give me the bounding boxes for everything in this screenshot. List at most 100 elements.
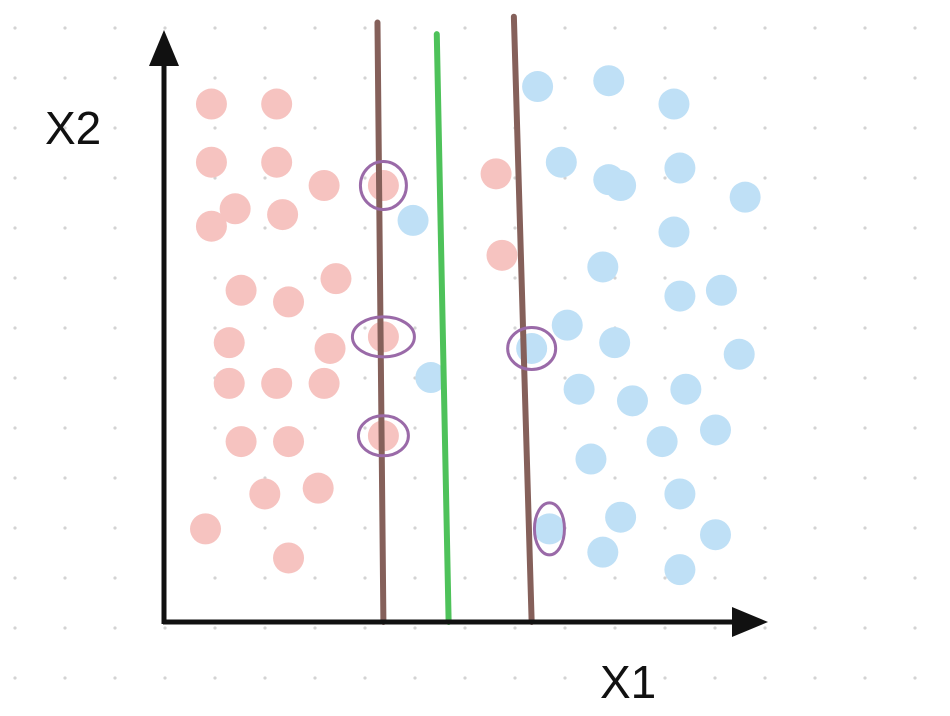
class-b-point <box>729 181 761 213</box>
grid-dot <box>113 476 117 480</box>
x-axis-arrowhead <box>732 607 768 637</box>
grid-dot <box>413 276 417 280</box>
grid-dot <box>363 526 367 530</box>
grid-dot <box>313 626 317 630</box>
grid-dot <box>663 476 667 480</box>
grid-dot <box>63 76 67 80</box>
grid-dot <box>413 476 417 480</box>
grid-dot <box>263 626 267 630</box>
support-vector-rings <box>350 160 566 557</box>
grid-dot <box>63 326 67 330</box>
class-b-point <box>658 216 690 248</box>
grid-dot <box>363 476 367 480</box>
grid-dot <box>713 26 717 30</box>
grid-dot <box>213 426 217 430</box>
grid-dot <box>413 26 417 30</box>
grid-dot <box>413 526 417 530</box>
class-b-point <box>599 327 631 359</box>
grid-dot <box>663 326 667 330</box>
class-b-point <box>415 362 447 394</box>
class-b-point <box>593 65 625 97</box>
grid-dot <box>663 626 667 630</box>
grid-dot <box>63 126 67 130</box>
grid-dot <box>863 426 867 430</box>
grid-dot <box>263 676 267 680</box>
grid-dot <box>63 626 67 630</box>
grid-dot <box>13 676 17 680</box>
grid-dot <box>413 76 417 80</box>
grid-dot <box>813 26 817 30</box>
margin-line <box>510 13 535 625</box>
class-a-point <box>261 367 293 399</box>
class-a-point <box>308 367 340 399</box>
class-a-point <box>195 88 227 120</box>
grid-dot <box>263 176 267 180</box>
grid-dot <box>763 476 767 480</box>
grid-dot <box>913 176 917 180</box>
grid-dot <box>863 76 867 80</box>
grid-dot <box>113 126 117 130</box>
grid-dot <box>813 376 817 380</box>
grid-dot <box>113 626 117 630</box>
grid-dot <box>813 326 817 330</box>
axes <box>149 30 768 637</box>
class-a-point <box>273 286 305 318</box>
grid-dot <box>913 226 917 230</box>
class-b-point <box>533 513 565 545</box>
grid-dot <box>463 676 467 680</box>
class-a-point <box>261 88 293 120</box>
class-a-point <box>480 158 512 190</box>
class-a-point <box>195 146 227 178</box>
grid-dot <box>863 376 867 380</box>
grid-dot <box>413 676 417 680</box>
grid-dot <box>663 526 667 530</box>
grid-dot <box>463 176 467 180</box>
grid-dot <box>763 576 767 580</box>
grid-dot <box>913 476 917 480</box>
class-a-point <box>249 478 281 510</box>
grid-dot <box>763 76 767 80</box>
grid-dot <box>563 376 567 380</box>
grid-dot <box>113 576 117 580</box>
class-b-point <box>575 443 607 475</box>
grid-dot <box>113 526 117 530</box>
grid-dot <box>913 626 917 630</box>
grid-dot <box>513 226 517 230</box>
grid-dot <box>613 626 617 630</box>
grid-dot <box>563 126 567 130</box>
y-axis-arrowhead <box>149 30 179 66</box>
class-a-point <box>225 426 257 458</box>
grid-dot <box>413 176 417 180</box>
grid-dot <box>113 676 117 680</box>
grid-dot <box>863 26 867 30</box>
grid-dot <box>213 76 217 80</box>
class-a-point <box>267 199 299 231</box>
grid-dot <box>63 276 67 280</box>
grid-dot <box>63 676 67 680</box>
grid-dot <box>763 376 767 380</box>
class-b-point <box>723 338 755 370</box>
grid-dot <box>263 226 267 230</box>
grid-dot <box>13 176 17 180</box>
grid-dot <box>913 576 917 580</box>
grid-dot <box>463 26 467 30</box>
grid-dot <box>813 176 817 180</box>
grid-dot <box>663 576 667 580</box>
class-b-point <box>397 204 429 236</box>
grid-dot <box>13 426 17 430</box>
grid-dot <box>213 126 217 130</box>
grid-dot <box>13 226 17 230</box>
grid-dot <box>663 126 667 130</box>
grid-dot <box>463 626 467 630</box>
grid-dot <box>363 226 367 230</box>
grid-dot <box>413 626 417 630</box>
class-b-point <box>563 373 595 405</box>
class-b-point <box>658 88 690 120</box>
class-b-point <box>646 426 678 458</box>
grid-dot <box>813 76 817 80</box>
grid-dot <box>363 376 367 380</box>
class-b-point <box>699 414 731 446</box>
class-b-point <box>664 478 696 510</box>
class-a-point <box>213 367 245 399</box>
grid-dot <box>613 376 617 380</box>
